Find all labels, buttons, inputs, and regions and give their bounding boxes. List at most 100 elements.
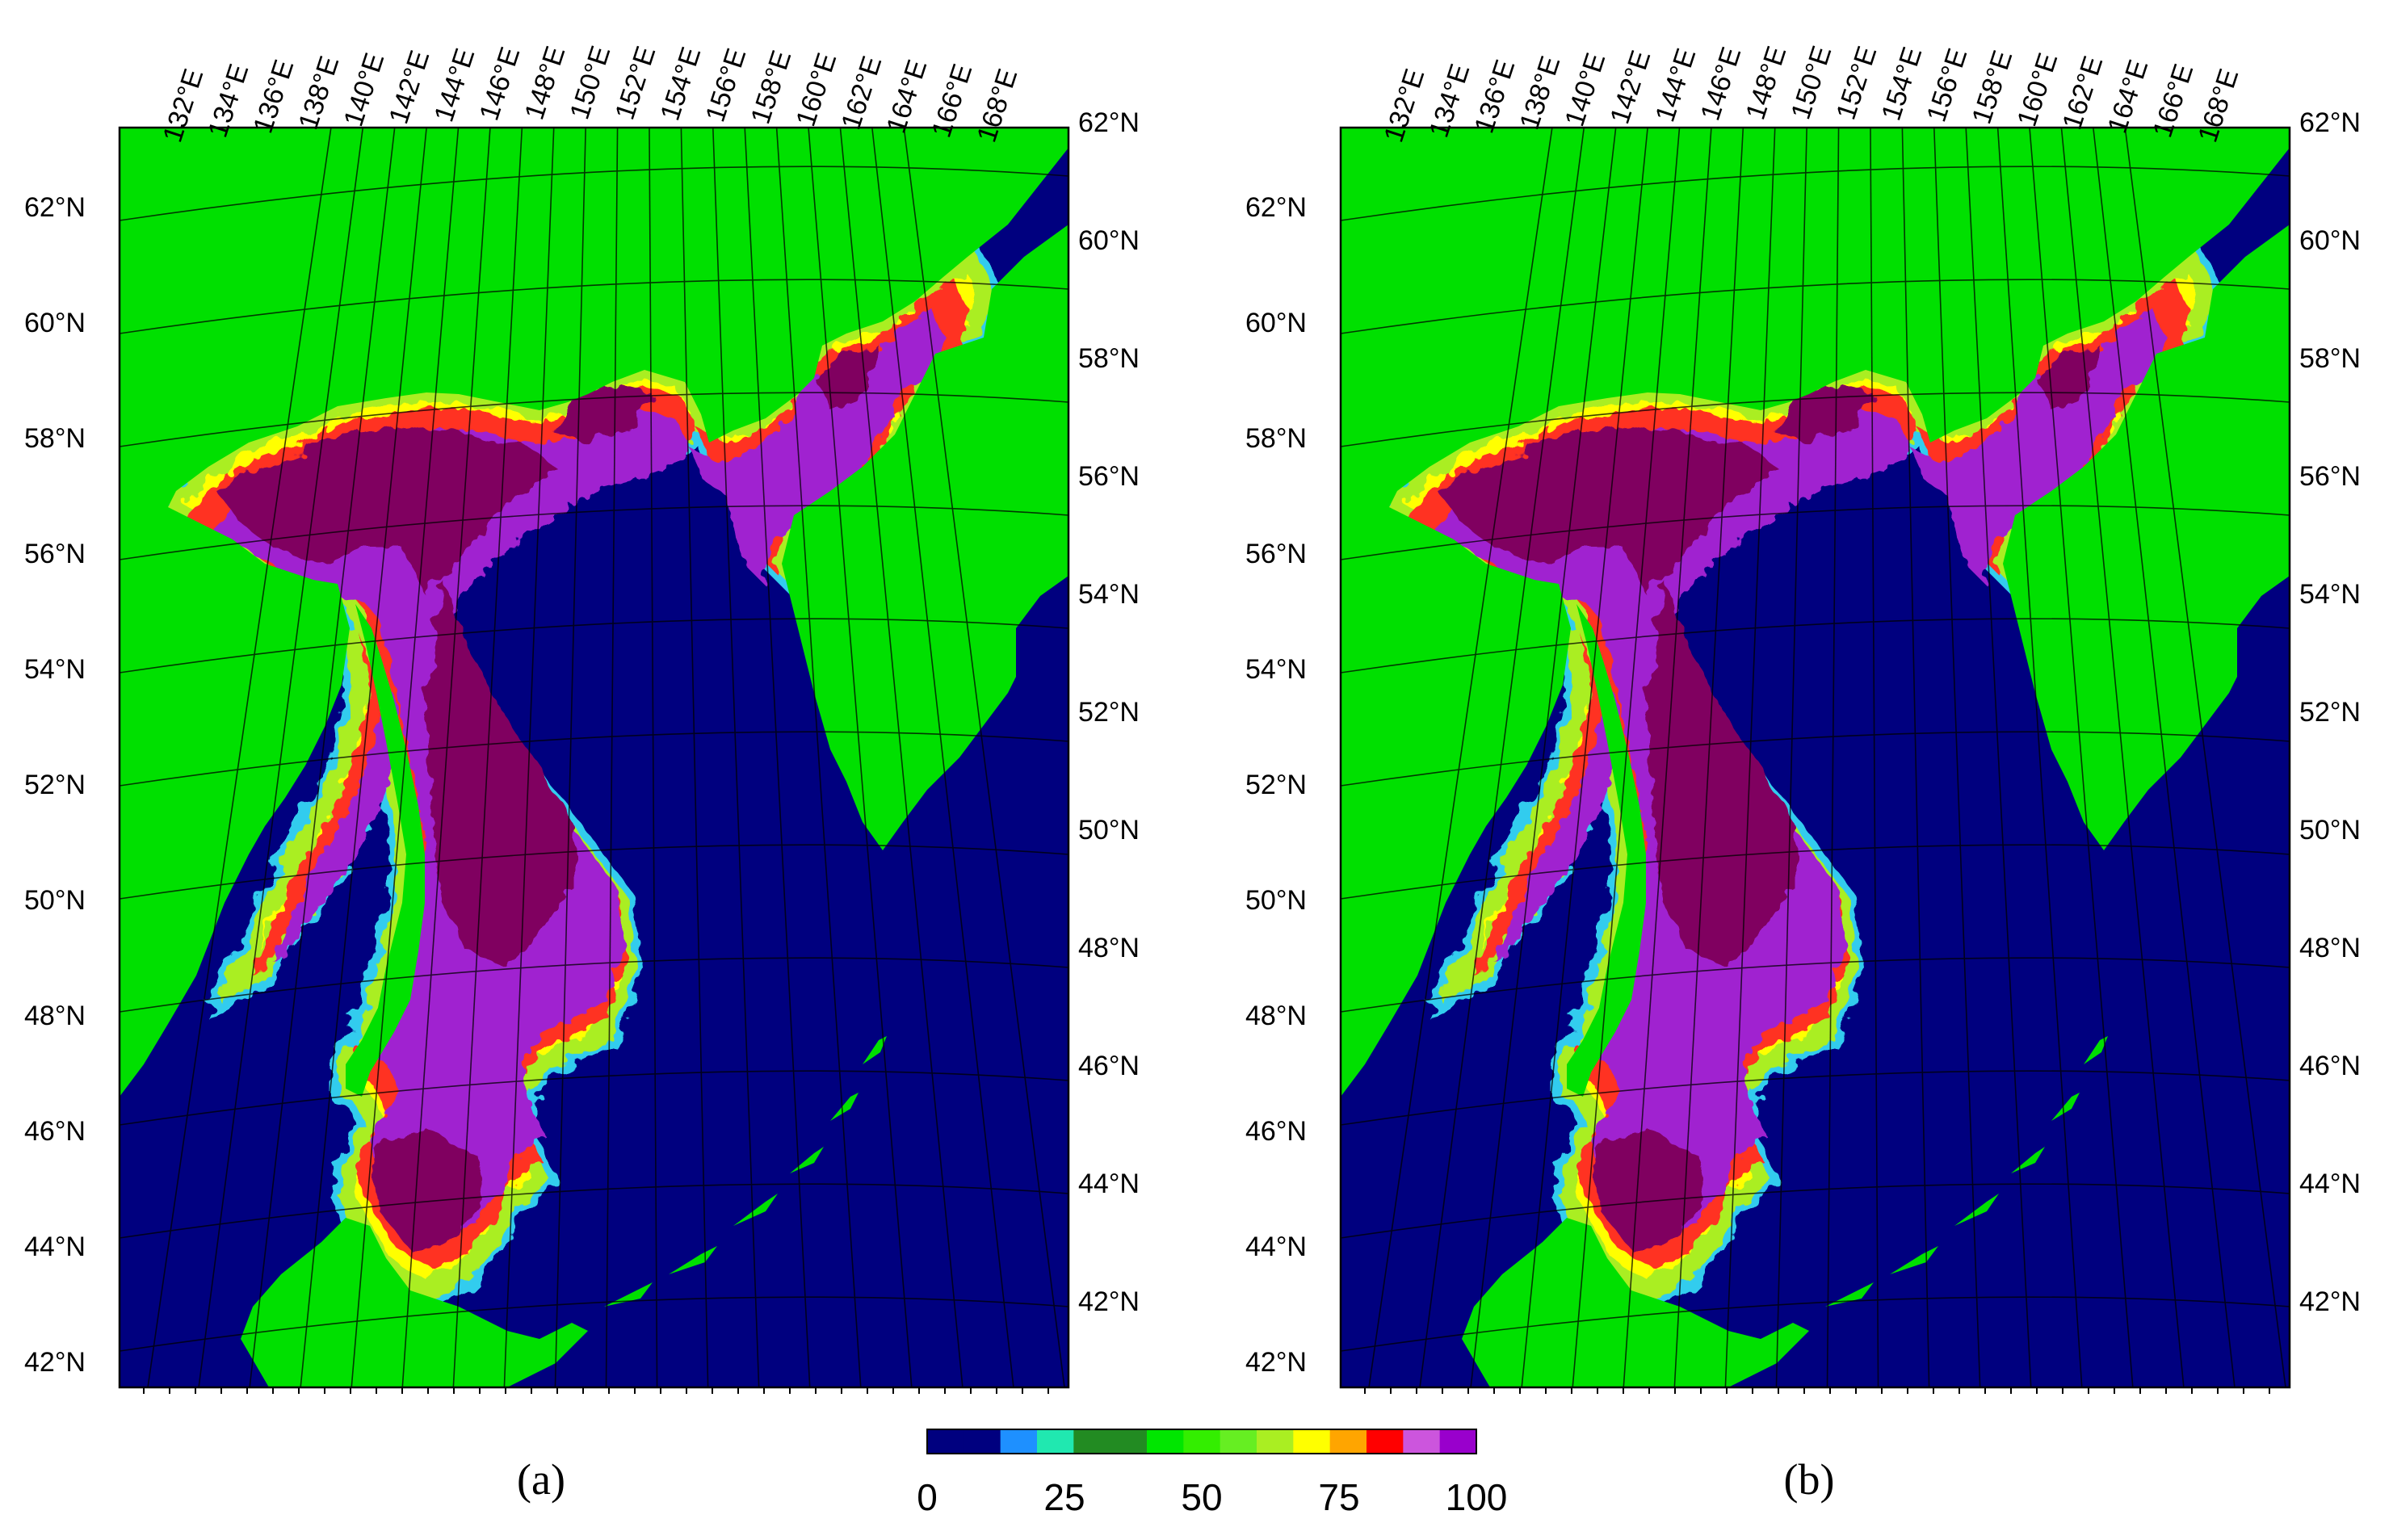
lat-label-right: 42°N [2299,1286,2361,1317]
colorbar-segment [1110,1429,1148,1454]
colorbar-tick-label: 100 [1446,1476,1508,1518]
lon-label: 162°E [835,52,888,133]
colorbar-segment [1293,1429,1331,1454]
lon-label: 162°E [2056,52,2109,133]
lon-label: 144°E [428,44,481,125]
lon-label: 148°E [1740,43,1792,124]
lon-label: 136°E [1468,56,1521,136]
lat-label-right: 60°N [2299,225,2361,256]
lat-label-left: 42°N [24,1347,86,1378]
lat-label-right: 62°N [2299,107,2361,138]
lat-label-right: 46°N [2299,1051,2361,1081]
colorbar: 0 25 50 75 100 [917,1429,1507,1518]
lon-label: 156°E [1921,44,1973,125]
lat-label-left: 52°N [1245,770,1307,800]
colorbar-segment [1367,1429,1404,1454]
lon-label: 146°E [473,44,526,124]
lon-label: 142°E [1604,47,1656,128]
colorbar-segment [1147,1429,1184,1454]
colorbar-segment [1073,1429,1111,1454]
colorbar-tick-label: 50 [1181,1476,1222,1518]
lon-label: 160°E [790,49,842,130]
colorbar-segment [1000,1429,1038,1454]
lat-label-right: 52°N [1078,697,1140,728]
colorbar-segment [1037,1429,1074,1454]
lat-label-left: 60°N [1245,308,1307,338]
lon-label: 154°E [654,44,707,124]
lat-label-right: 42°N [1078,1286,1140,1317]
graticule [1341,128,2290,1387]
lon-label: 156°E [699,44,752,125]
lon-label: 142°E [383,47,435,128]
colorbar-segment [1329,1429,1367,1454]
map-panel-a: 132°E134°E136°E138°E140°E142°E144°E146°E… [24,42,1140,1504]
colorbar-tick-label: 75 [1318,1476,1359,1518]
lat-label-right: 50°N [1078,815,1140,846]
lat-label-right: 58°N [2299,343,2361,374]
lat-label-left: 44°N [1245,1232,1307,1262]
lat-label-left: 46°N [24,1116,86,1147]
lat-label-right: 52°N [2299,697,2361,728]
graticule [120,128,1068,1387]
panel-label: (b) [1784,1455,1835,1504]
lat-label-right: 48°N [1078,933,1140,963]
lon-label: 158°E [1966,47,2018,128]
lon-label: 136°E [247,56,300,136]
colorbar-segment [1403,1429,1441,1454]
colorbar-tick-label: 25 [1043,1476,1085,1518]
lon-label: 144°E [1649,44,1702,125]
lat-label-right: 46°N [1078,1051,1140,1081]
lat-label-left: 58°N [24,423,86,454]
map-frame [1339,126,2291,1389]
lat-label-left: 50°N [24,885,86,916]
lon-label: 158°E [745,47,797,128]
lat-label-left: 54°N [24,654,86,685]
lat-label-left: 56°N [1245,539,1307,569]
lat-label-left: 48°N [24,1001,86,1031]
lat-label-left: 54°N [1245,654,1307,685]
lon-label: 152°E [609,43,661,124]
lat-label-right: 56°N [2299,461,2361,492]
lat-label-left: 62°N [24,192,86,223]
lat-label-right: 50°N [2299,815,2361,846]
lon-label: 146°E [1694,44,1747,124]
lat-label-right: 54°N [1078,579,1140,610]
map-frame [118,126,1070,1389]
ice-concentration-map [120,128,1068,1387]
panel-label: (a) [517,1455,565,1504]
lat-label-right: 44°N [1078,1169,1140,1199]
lat-label-left: 50°N [1245,885,1307,916]
lat-label-left: 48°N [1245,1001,1307,1031]
colorbar-tick-label: 0 [917,1476,938,1518]
lat-label-left: 60°N [24,308,86,338]
lat-label-right: 48°N [2299,933,2361,963]
lon-label: 164°E [880,56,933,136]
colorbar-segment [963,1429,1001,1454]
lat-label-right: 60°N [1078,225,1140,256]
lat-label-right: 62°N [1078,107,1140,138]
lon-label: 152°E [1830,43,1883,124]
lat-label-left: 44°N [24,1232,86,1262]
lat-label-right: 44°N [2299,1169,2361,1199]
lat-label-left: 42°N [1245,1347,1307,1378]
colorbar-segment [927,1429,964,1454]
lon-label: 154°E [1875,44,1928,124]
lat-label-left: 52°N [24,770,86,800]
lat-label-right: 58°N [1078,343,1140,374]
colorbar-segment [1183,1429,1221,1454]
lon-label: 150°E [564,42,616,123]
lon-label: 150°E [1785,42,1837,123]
lat-label-right: 56°N [1078,461,1140,492]
lat-label-right: 54°N [2299,579,2361,610]
lat-label-left: 62°N [1245,192,1307,223]
colorbar-segment [1257,1429,1294,1454]
colorbar-segment [1220,1429,1257,1454]
lat-label-left: 56°N [24,539,86,569]
ice-concentration-map [1341,128,2290,1387]
lon-label: 148°E [518,43,571,124]
lon-label: 164°E [2101,56,2154,136]
map-panel-b: 132°E134°E136°E138°E140°E142°E144°E146°E… [1245,42,2361,1504]
lon-label: 160°E [2011,49,2063,130]
lat-label-left: 46°N [1245,1116,1307,1147]
